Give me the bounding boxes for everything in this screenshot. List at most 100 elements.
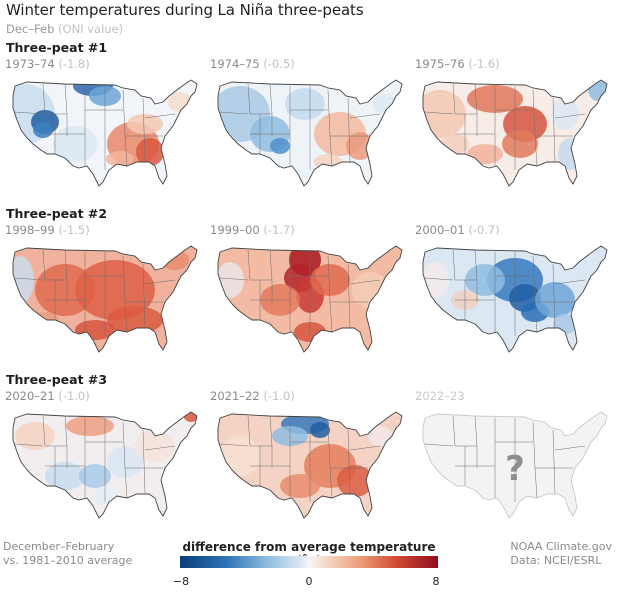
chart-title: Winter temperatures during La Niña three… — [6, 1, 364, 19]
panel-oni: (-1.6) — [468, 57, 500, 71]
footer-left: December–February vs. 1981–2010 average — [3, 540, 132, 568]
temperature-anomaly-region — [33, 122, 53, 138]
map-panel-1973-74: 1973–74 (-1.8) — [5, 57, 205, 197]
temperature-anomaly-region — [79, 464, 111, 488]
panel-year: 1974–75 — [210, 57, 260, 71]
group-label-1: Three-peat #1 — [6, 40, 108, 55]
map-panel-2022-23: 2022–23 ? — [415, 389, 615, 529]
map-panel-1998-99: 1998–99 (-1.5) — [5, 223, 205, 363]
map-panel-2021-22: 2021–22 (-1.0) — [210, 389, 410, 529]
panel-label: 2021–22 (-1.0) — [210, 389, 295, 403]
us-map — [217, 245, 403, 353]
us-map — [422, 245, 608, 353]
panel-label: 2022–23 — [415, 389, 465, 403]
state-borders — [424, 415, 586, 502]
subtitle-text: Dec–Feb — [6, 22, 55, 36]
state-borders — [14, 249, 176, 336]
panel-year: 2022–23 — [415, 389, 465, 403]
group-label-3: Three-peat #3 — [6, 372, 108, 387]
us-outline — [422, 245, 608, 353]
panel-label: 1998–99 (-1.5) — [5, 223, 90, 237]
panel-year: 2021–22 — [210, 389, 260, 403]
temperature-anomaly-region — [467, 144, 503, 164]
us-outline — [12, 411, 198, 519]
panel-oni: (-1.0) — [58, 389, 90, 403]
temperature-anomaly-region — [310, 422, 330, 438]
state-borders — [14, 83, 176, 170]
temperature-anomaly-region — [588, 80, 607, 101]
temperature-anomaly-region — [13, 256, 34, 304]
panel-label: 1975–76 (-1.6) — [415, 57, 500, 71]
panel-oni: (-1.7) — [263, 223, 295, 237]
us-outline — [217, 79, 403, 187]
panel-year: 1975–76 — [415, 57, 465, 71]
temperature-anomaly-region — [551, 98, 579, 130]
state-borders — [14, 415, 176, 502]
us-map — [12, 79, 198, 187]
temperature-anomaly-region — [183, 412, 197, 422]
temperature-anomaly-region — [285, 88, 325, 120]
legend-tick-max: 8 — [432, 575, 440, 588]
footer-source: Data: NCEI/ESRL — [510, 554, 602, 567]
temperature-anomaly-region — [75, 260, 155, 320]
temperature-anomaly-region — [107, 306, 163, 334]
panel-year: 1998–99 — [5, 223, 55, 237]
panel-oni: (-0.7) — [468, 223, 500, 237]
panel-year: 1999–00 — [210, 223, 260, 237]
temperature-anomaly-region — [53, 126, 97, 162]
temperature-anomaly-region — [337, 465, 373, 497]
footer-right: NOAA Climate.gov Data: NCEI/ESRL — [510, 540, 612, 568]
legend-tick-mid: 0 — [305, 575, 313, 588]
panel-year: 1973–74 — [5, 57, 55, 71]
us-map — [422, 411, 608, 519]
state-borders — [219, 83, 381, 170]
state-borders — [219, 249, 381, 336]
map-panel-2020-21: 2020–21 (-1.0) — [5, 389, 205, 529]
panel-oni: (-0.5) — [263, 57, 295, 71]
panel-oni: (-1.8) — [58, 57, 90, 71]
panel-year: 2000–01 — [415, 223, 465, 237]
map-panel-1975-76: 1975–76 (-1.6) — [415, 57, 615, 197]
us-outline — [217, 245, 403, 353]
temperature-anomaly-region — [314, 154, 342, 170]
us-map — [12, 411, 198, 519]
temperature-anomaly-region — [127, 114, 163, 134]
temperature-anomaly-region — [310, 264, 350, 296]
us-outline — [217, 411, 403, 519]
us-outline — [12, 245, 198, 353]
us-outline — [422, 79, 608, 187]
us-map — [12, 245, 198, 353]
panel-label: 1974–75 (-0.5) — [210, 57, 295, 71]
us-map — [217, 411, 403, 519]
state-borders — [424, 249, 586, 336]
footer-period: December–February — [3, 540, 115, 553]
temperature-anomaly-region — [558, 138, 582, 170]
temperature-anomaly-region — [368, 426, 392, 446]
temperature-anomaly-region — [135, 430, 175, 462]
chart-subtitle: Dec–Feb (ONI value) — [6, 22, 123, 36]
temperature-anomaly-region — [220, 436, 260, 476]
footer-baseline: vs. 1981–2010 average — [3, 554, 133, 567]
temperature-anomaly-region — [280, 474, 320, 498]
temperature-anomaly-region — [136, 138, 164, 166]
temperature-anomaly-region — [535, 282, 575, 318]
panel-label: 2000–01 (-0.7) — [415, 223, 500, 237]
legend-color-bar — [180, 556, 438, 568]
us-outline — [12, 79, 198, 187]
unknown-marker: ? — [505, 449, 525, 489]
temperature-anomaly-region — [270, 138, 290, 154]
temperature-anomaly-region — [107, 446, 143, 478]
map-panel-1974-75: 1974–75 (-0.5) — [210, 57, 410, 197]
panel-oni: (-1.0) — [263, 389, 295, 403]
panel-label: 1999–00 (-1.7) — [210, 223, 295, 237]
map-panel-2000-01: 2000–01 (-0.7) — [415, 223, 615, 363]
temperature-anomaly-region — [66, 416, 114, 436]
us-map — [217, 79, 403, 187]
panel-label: 2020–21 (-1.0) — [5, 389, 90, 403]
panel-year: 2020–21 — [5, 389, 55, 403]
map-panel-1999-00: 1999–00 (-1.7) — [210, 223, 410, 363]
panel-label: 1973–74 (-1.8) — [5, 57, 90, 71]
legend-tick-min: −8 — [172, 575, 190, 588]
state-borders — [424, 83, 586, 170]
temperature-anomaly-region — [502, 130, 538, 158]
